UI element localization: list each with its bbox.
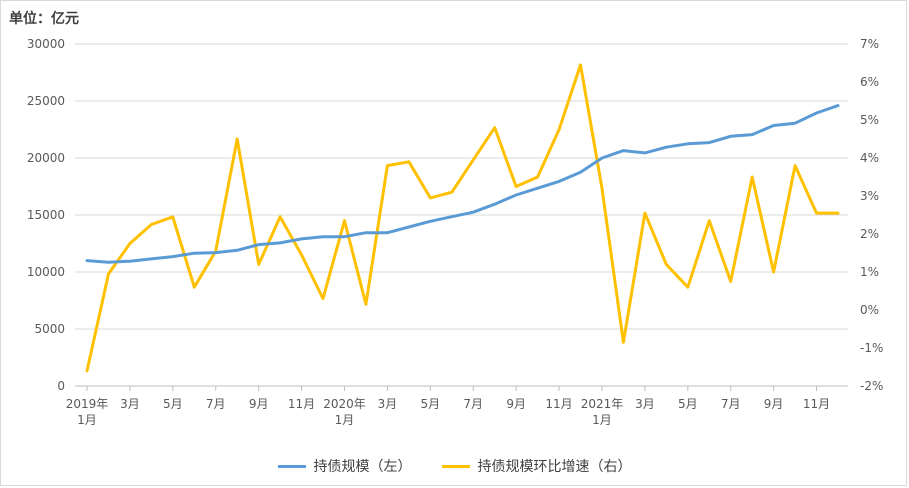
x-tick-label: 1月 bbox=[592, 413, 612, 427]
y-right-tick-label: 2% bbox=[860, 227, 879, 241]
x-tick-label: 11月 bbox=[803, 397, 830, 411]
x-tick-label: 5月 bbox=[163, 397, 183, 411]
y-right-tick-label: -2% bbox=[860, 379, 883, 393]
x-tick-label: 5月 bbox=[420, 397, 440, 411]
x-tick-label: 2021年 bbox=[581, 397, 624, 411]
unit-label: 单位：亿元 bbox=[9, 11, 79, 27]
y-right-tick-label: 1% bbox=[860, 265, 879, 279]
legend-item-growth: 持债规模环比增速（右） bbox=[441, 456, 632, 476]
y-right-tick-label: 4% bbox=[860, 151, 879, 165]
x-tick-label: 3月 bbox=[378, 397, 398, 411]
x-tick-label: 9月 bbox=[506, 397, 526, 411]
y-right-tick-label: 0% bbox=[860, 303, 879, 317]
y-left-tick-label: 20000 bbox=[27, 151, 65, 165]
legend: 持债规模（左） 持债规模环比增速（右） bbox=[0, 456, 909, 476]
y-left-tick-label: 5000 bbox=[34, 322, 65, 336]
y-right-tick-label: -1% bbox=[860, 341, 883, 355]
legend-item-holdings: 持债规模（左） bbox=[277, 456, 412, 476]
series-line-holdings bbox=[85, 104, 840, 264]
y-right-tick-label: 6% bbox=[860, 75, 879, 89]
x-tick-label: 7月 bbox=[206, 397, 226, 411]
right-axis-ticks: -2% -1% 0% 1% 2% 3% 4% 5% 6% 7% bbox=[860, 37, 883, 393]
legend-label-growth: 持债规模环比增速（右） bbox=[477, 459, 632, 475]
x-tick-label: 2019年 bbox=[66, 397, 109, 411]
left-axis-ticks: 0 5000 10000 15000 20000 25000 30000 bbox=[27, 37, 65, 393]
x-axis-ticks: 2019年 1月 3月 5月 7月 9月 11月 2020年 1月 3月 5月 7月 9月 11月 2021… bbox=[66, 386, 830, 427]
x-tick-label: 9月 bbox=[249, 397, 269, 411]
x-tick-label: 3月 bbox=[635, 397, 655, 411]
legend-swatch-yellow bbox=[441, 464, 470, 468]
legend-label-holdings: 持债规模（左） bbox=[313, 459, 412, 475]
y-right-tick-label: 3% bbox=[860, 189, 879, 203]
x-tick-label: 1月 bbox=[335, 413, 355, 427]
x-tick-label: 2020年 bbox=[323, 397, 366, 411]
y-left-tick-label: 0 bbox=[57, 379, 65, 393]
x-tick-label: 11月 bbox=[288, 397, 315, 411]
series-line-growth bbox=[85, 63, 840, 373]
x-tick-label: 1月 bbox=[77, 413, 97, 427]
y-right-tick-label: 7% bbox=[860, 37, 879, 51]
x-tick-label: 7月 bbox=[721, 397, 741, 411]
series-lines bbox=[85, 63, 840, 373]
legend-swatch-blue bbox=[277, 464, 306, 468]
x-tick-label: 3月 bbox=[120, 397, 140, 411]
x-tick-label: 7月 bbox=[463, 397, 483, 411]
y-left-tick-label: 30000 bbox=[27, 37, 65, 51]
x-tick-label: 9月 bbox=[764, 397, 784, 411]
y-left-tick-label: 25000 bbox=[27, 94, 65, 108]
y-left-tick-label: 15000 bbox=[27, 208, 65, 222]
y-left-tick-label: 10000 bbox=[27, 265, 65, 279]
x-tick-label: 11月 bbox=[545, 397, 572, 411]
x-tick-label: 5月 bbox=[678, 397, 698, 411]
y-right-tick-label: 5% bbox=[860, 113, 879, 127]
